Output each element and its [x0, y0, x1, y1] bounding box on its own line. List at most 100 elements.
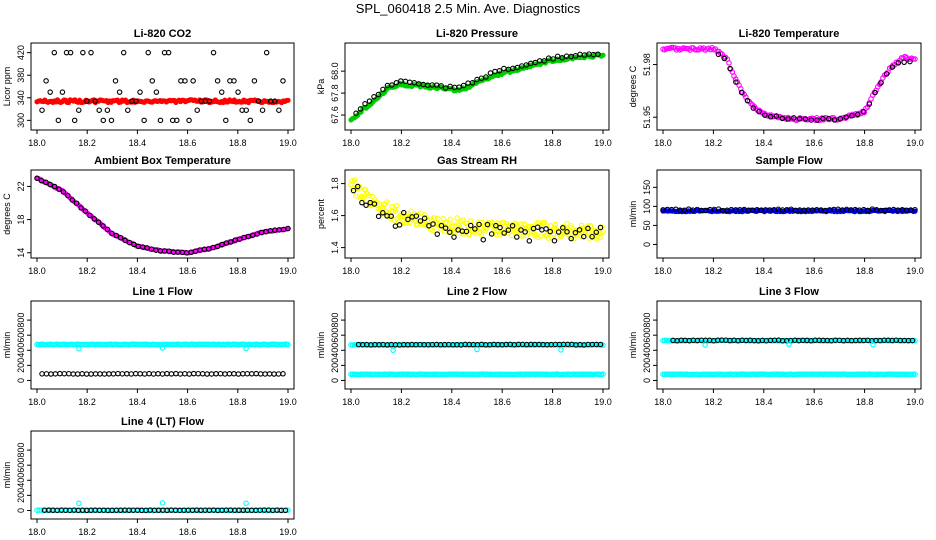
data-point [443, 219, 450, 226]
y-tick-label: 1.6 [330, 209, 340, 222]
data-point [578, 222, 585, 229]
data-point [456, 84, 462, 90]
series-rh-avg [350, 183, 604, 244]
data-point [235, 89, 241, 95]
y-tick-label: 67.6 [330, 106, 340, 124]
y-axis-label: ml/min [2, 332, 12, 359]
y-tick-label: 200 [642, 358, 652, 373]
data-point [727, 65, 733, 72]
data-point [285, 225, 291, 232]
data-point [380, 210, 386, 216]
data-point [872, 89, 878, 96]
y-tick-label: 0 [642, 378, 652, 383]
data-point [467, 222, 474, 229]
data-point [501, 226, 508, 233]
x-tick-label: 18.8 [229, 266, 247, 276]
plot-frame [30, 300, 295, 390]
data-point [96, 107, 102, 113]
data-point [231, 370, 237, 377]
data-point [427, 341, 434, 348]
series-pressure [348, 51, 606, 123]
data-point [247, 117, 254, 124]
data-point [159, 345, 166, 351]
data-point [357, 106, 364, 112]
data-point [91, 216, 98, 222]
data-point [559, 55, 565, 61]
data-point [572, 229, 579, 236]
data-point [509, 223, 516, 229]
y-tick-label: 0 [642, 242, 652, 247]
data-point [388, 213, 394, 219]
x-tick-label: 18.2 [705, 397, 723, 407]
y-tick-label: 150 [642, 180, 652, 195]
data-point [889, 64, 896, 70]
series-line1-dips [76, 345, 249, 352]
data-point [912, 337, 918, 344]
data-point [442, 225, 449, 231]
data-point [715, 51, 722, 58]
data-point [177, 371, 184, 377]
data-point [501, 230, 507, 236]
x-tick-label: 18.4 [129, 266, 147, 276]
data-point [97, 371, 103, 377]
y-tick-label: 0 [330, 378, 340, 383]
data-point [120, 49, 127, 56]
data-point [514, 64, 521, 71]
series-licor-temp-avg [715, 51, 913, 123]
y-tick-label: 14 [16, 248, 26, 258]
panel-title: Li-820 Temperature [739, 28, 840, 40]
data-point [366, 98, 373, 104]
data-point [110, 371, 117, 377]
data-point [88, 371, 94, 377]
y-tick-label: 68.0 [330, 62, 340, 80]
data-point [165, 49, 172, 56]
y-tick-label: 18 [16, 215, 26, 225]
data-point [56, 186, 62, 193]
y-tick-label: 340 [16, 90, 26, 105]
data-point [76, 107, 82, 113]
data-point [837, 116, 844, 122]
data-point [423, 221, 429, 228]
data-point [122, 237, 128, 244]
data-point [88, 49, 94, 56]
data-point [371, 94, 377, 100]
data-point [141, 117, 147, 124]
data-point [487, 70, 494, 76]
data-point [285, 97, 291, 103]
x-tick-label: 18.2 [78, 266, 96, 276]
data-point [396, 222, 403, 228]
data-point [51, 49, 58, 56]
data-point [116, 89, 123, 95]
data-point [109, 230, 115, 237]
data-point [564, 220, 570, 227]
data-point [465, 223, 471, 229]
data-point [248, 371, 255, 377]
data-point [600, 371, 606, 377]
data-point [80, 49, 86, 56]
data-point [43, 179, 49, 186]
data-point [271, 371, 277, 377]
data-point [280, 78, 286, 84]
data-point [39, 107, 45, 113]
x-tick-label: 18.0 [654, 266, 672, 276]
x-tick-label: 19.0 [594, 397, 612, 407]
plot-frame [344, 300, 610, 390]
plot-frame [30, 42, 295, 131]
x-tick-label: 18.6 [179, 138, 197, 148]
plot-frame [30, 430, 295, 520]
data-point [57, 370, 63, 377]
data-point [395, 219, 402, 225]
series-line3-dips [702, 341, 876, 348]
y-axis-label: ml/min [2, 462, 12, 489]
data-point [186, 371, 193, 377]
x-tick-label: 18.8 [856, 397, 874, 407]
x-tick-label: 18.0 [342, 397, 360, 407]
data-point [104, 226, 111, 233]
data-point [901, 59, 907, 66]
data-point [808, 117, 815, 123]
data-point [733, 79, 739, 85]
y-axis-label: ml/min [628, 201, 638, 228]
x-tick-label: 18.6 [493, 266, 511, 276]
plot-frame [30, 169, 295, 259]
y-tick-label: 200 [330, 358, 340, 373]
